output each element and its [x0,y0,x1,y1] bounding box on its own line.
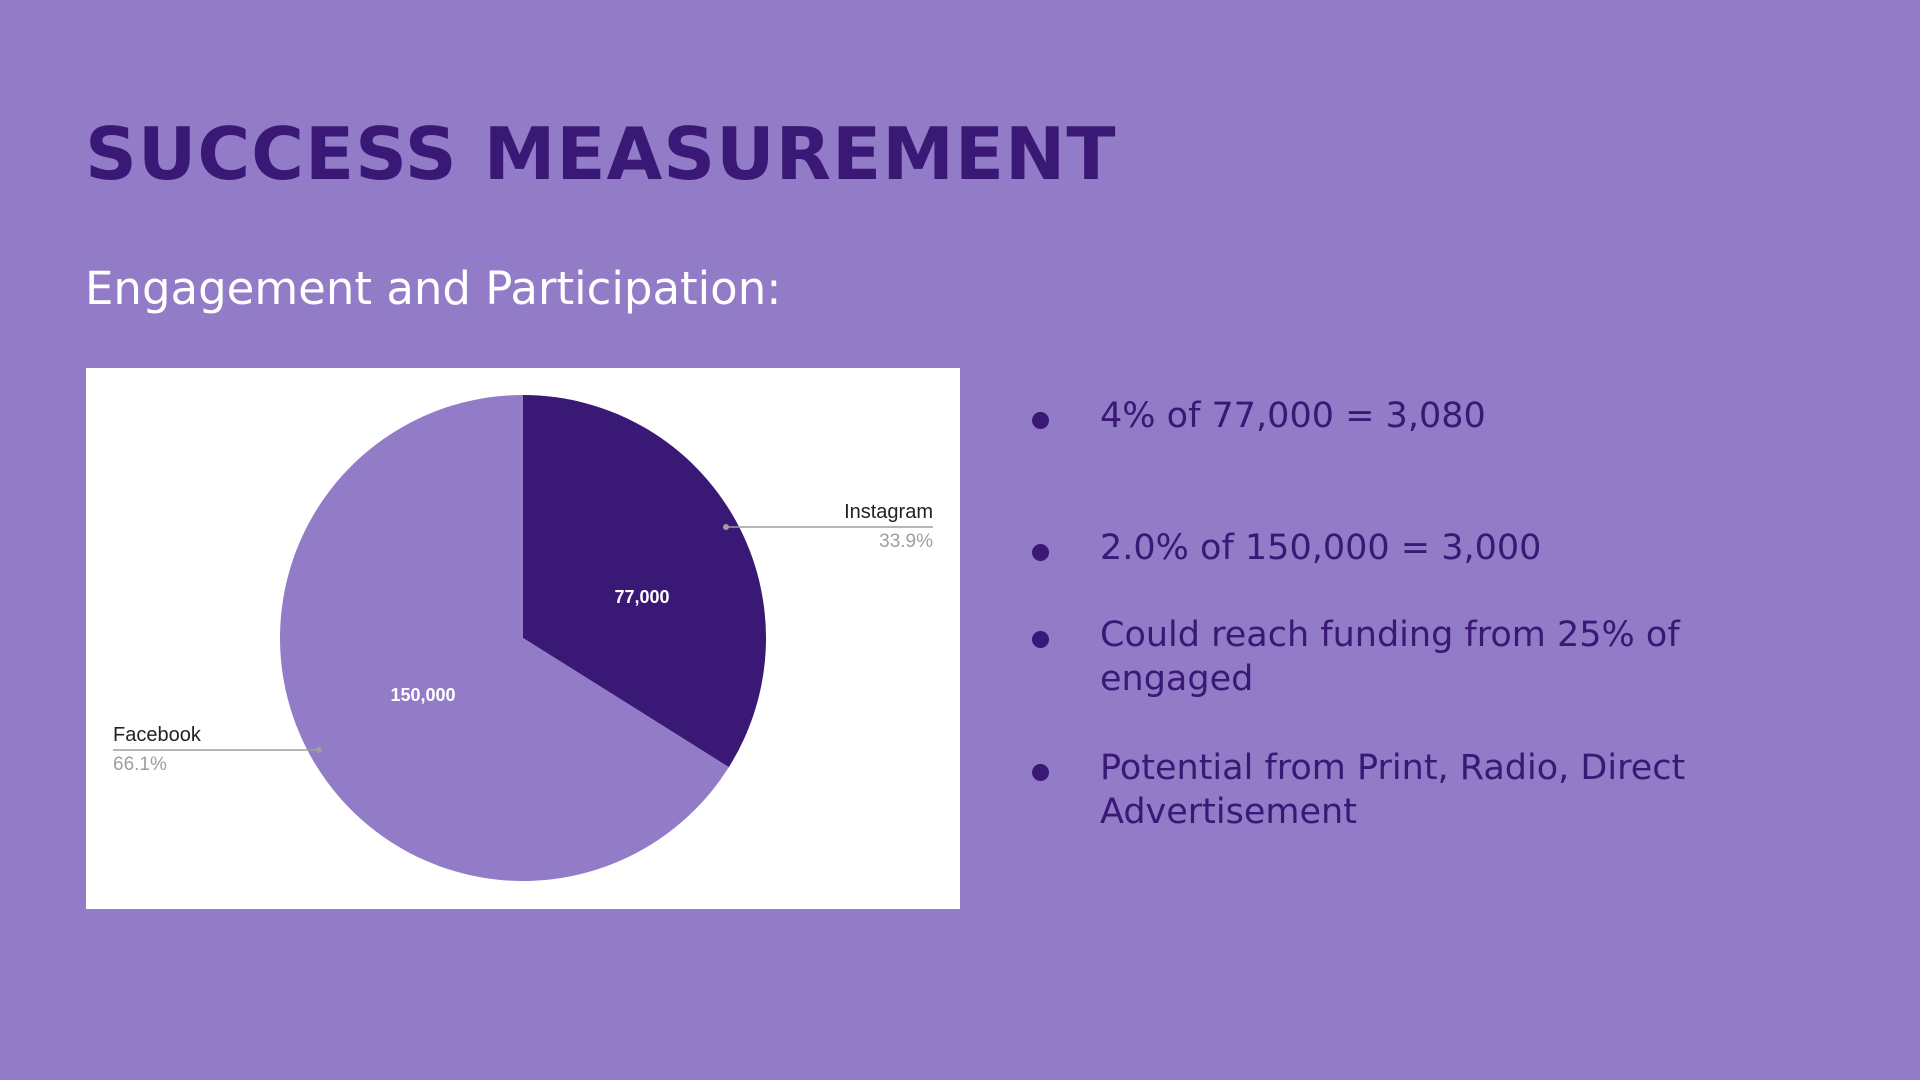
bullet-text: Potential from Print, Radio, Direct Adve… [1100,748,1686,832]
pie-slice-facebook [280,395,729,881]
callout-dot [316,747,322,753]
bullet-text: Could reach funding from 25% of engaged [1100,615,1680,699]
bullet-dot [1032,764,1049,781]
pie-chart-panel: 77,000 150,000 Instagram 33.9% Facebook 66.1% [86,368,960,909]
bullet-text: 2.0% of 150,000 = 3,000 [1100,528,1542,568]
slice-value-label: 77,000 [614,587,669,607]
callout-dot [723,524,729,530]
slice-percent-label: 66.1% [113,754,167,775]
slide-title: SUCCESS MEASUREMENT [85,112,1117,196]
pie-slice-instagram [523,395,767,768]
bullet-dot [1032,544,1049,561]
slice-percent-label: 33.9% [879,531,933,552]
slice-value-label: 150,000 [390,685,455,705]
slice-name-label: Instagram [844,501,933,523]
bullet-dot [1032,631,1049,648]
pie-chart: 77,000 150,000 Instagram 33.9% Facebook 66.1% [113,395,933,881]
slice-name-label: Facebook [113,724,202,746]
bullet-dot [1032,412,1049,429]
slide-subtitle: Engagement and Participation: [85,262,782,315]
bullet-list: 4% of 77,000 = 3,080 2.0% of 150,000 = 3… [1024,0,1884,1080]
bullet-text: 4% of 77,000 = 3,080 [1100,396,1486,436]
